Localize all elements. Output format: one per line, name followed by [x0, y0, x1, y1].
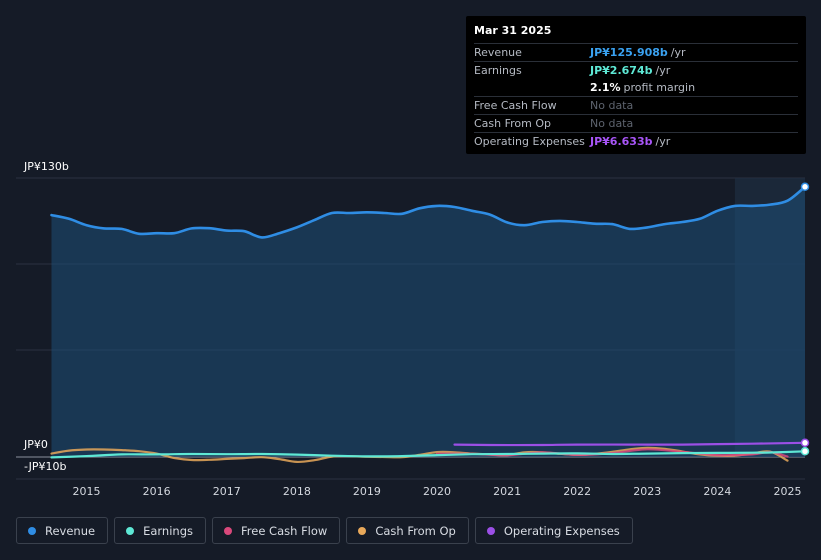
x-axis-labels: 2015 2016 2017 2018 2019 2020 2021 2022 2023 2024…	[73, 485, 802, 498]
legend-item-free-cash-flow[interactable]: Free Cash Flow	[212, 517, 341, 544]
y-tick-label: JP¥0	[23, 438, 48, 451]
tooltip-panel: Mar 31 2025 Revenue JP¥125.908b /yr Earn…	[466, 16, 806, 154]
free-cash-flow-line	[435, 448, 789, 458]
tooltip-label: Cash From Op	[474, 117, 552, 130]
legend-item-earnings[interactable]: Earnings	[114, 517, 206, 544]
legend-label: Cash From Op	[375, 523, 456, 538]
tooltip-value: JP¥2.674b	[590, 64, 653, 77]
legend: Revenue Earnings Free Cash Flow Cash Fro…	[16, 517, 633, 544]
x-tick-label: 2017	[213, 485, 241, 498]
tooltip-label: Free Cash Flow	[474, 99, 557, 112]
operating-expenses-end-point	[800, 438, 810, 448]
legend-label: Operating Expenses	[503, 523, 620, 538]
revenue-line	[50, 185, 807, 239]
legend-item-operating-expenses[interactable]: Operating Expenses	[474, 517, 633, 544]
tooltip-value: 2.1%	[590, 81, 621, 94]
x-tick-label: 2025	[773, 485, 801, 498]
tooltip-row-opex: Operating Expenses JP¥6.633b /yr	[474, 132, 798, 150]
legend-dot-icon	[358, 526, 367, 535]
x-tick-label: 2022	[563, 485, 591, 498]
tooltip-row-fcf: Free Cash Flow No data	[474, 96, 798, 114]
legend-label: Free Cash Flow	[241, 523, 328, 538]
tooltip-suffix: /yr	[655, 135, 671, 148]
x-tick-label: 2024	[703, 485, 731, 498]
earnings-line	[50, 450, 807, 459]
tooltip-value: No data	[590, 117, 634, 130]
legend-dot-icon	[28, 526, 36, 535]
tooltip-label: Operating Expenses	[474, 135, 585, 148]
legend-dot-icon	[486, 526, 495, 535]
tooltip-value: No data	[590, 99, 634, 112]
legend-label: Revenue	[45, 523, 96, 538]
legend-item-cash-from-op[interactable]: Cash From Op	[346, 517, 469, 544]
tooltip-value: JP¥6.633b	[590, 135, 653, 148]
x-tick-label: 2016	[143, 485, 171, 498]
series-layer	[50, 182, 810, 464]
tooltip-label: Earnings	[474, 64, 522, 77]
tooltip-date: Mar 31 2025	[474, 24, 552, 37]
x-tick-label: 2020	[423, 485, 451, 498]
x-tick-label: 2023	[633, 485, 661, 498]
tooltip-suffix: /yr	[670, 46, 686, 59]
tooltip-label: Revenue	[474, 46, 522, 59]
y-tick-label: -JP¥10b	[24, 460, 66, 473]
tooltip-row-margin: 2.1% profit margin	[474, 79, 798, 96]
x-tick-label: 2018	[283, 485, 311, 498]
legend-item-revenue[interactable]: Revenue	[16, 517, 109, 544]
y-axis-labels: JP¥130b JP¥0 -JP¥10b	[23, 160, 69, 473]
revenue-end-point	[800, 182, 810, 192]
operating-expenses-line	[453, 441, 807, 447]
legend-label: Earnings	[143, 523, 193, 538]
earnings-end-point	[800, 447, 810, 456]
tooltip-suffix: profit margin	[623, 81, 696, 94]
revenue-area	[51, 186, 805, 458]
legend-dot-icon	[224, 526, 232, 535]
tooltip-row-cfo: Cash From Op No data	[474, 114, 798, 132]
tooltip-row-revenue: Revenue JP¥125.908b /yr	[474, 43, 798, 61]
x-tick-label: 2015	[73, 485, 101, 498]
x-tick-label: 2021	[493, 485, 521, 498]
y-tick-label: JP¥130b	[23, 160, 69, 173]
tooltip-suffix: /yr	[655, 64, 671, 77]
x-tick-label: 2019	[353, 485, 381, 498]
legend-dot-icon	[126, 526, 135, 535]
tooltip-value: JP¥125.908b	[590, 46, 668, 59]
tooltip-row-earnings: Earnings JP¥2.674b /yr	[474, 61, 798, 79]
